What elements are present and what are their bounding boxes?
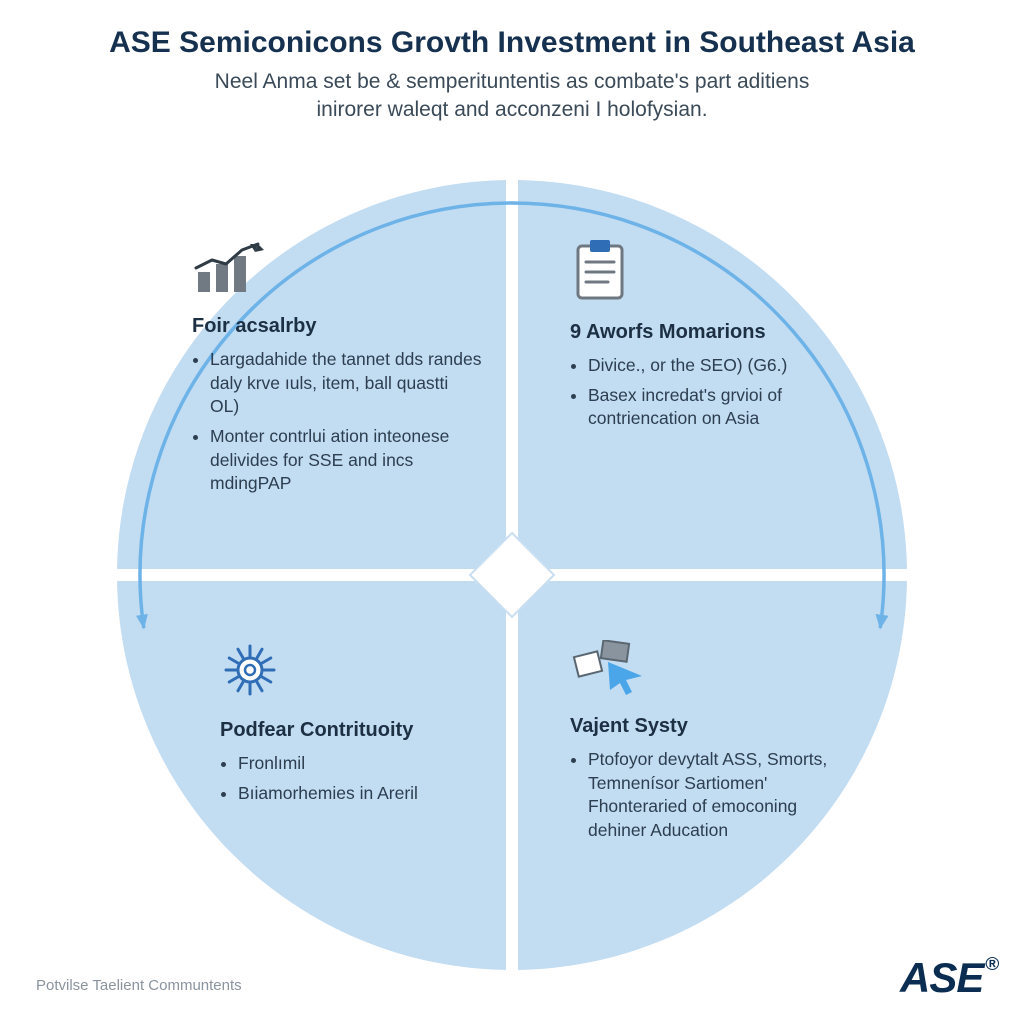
clipboard-list-icon [570,238,860,307]
footer-caption: Potvilse Taelient Communtents [36,977,242,994]
quadrant-bullets: Ptofoyor devytalt ASS, Smorts, Temneníso… [570,748,860,843]
quadrant-bullets: Largadahide the tannet dds randes daly k… [192,348,482,496]
registered-mark-icon: ® [985,954,998,975]
quadrant-heading: Vajent Systy [570,715,860,738]
bullet-item: Largadahide the tannet dds randes daly k… [210,348,482,419]
page-root: ASE Semiconicons Grovth Investment in So… [0,0,1024,1024]
quadrant-bottom-right: Vajent Systy Ptofoyor devytalt ASS, Smor… [570,640,860,849]
growth-chart-icon [192,238,482,301]
quadrant-heading: 9 Aworfs Momarions [570,321,860,344]
quadrant-bullets: Divice., or the SEO) (G6.) Basex incredat… [570,354,860,431]
cursor-shapes-icon [570,640,860,701]
quadrant-bullets: Fronlımil Bıiamorhemies in Areril [220,752,480,805]
bullet-item: Bıiamorhemies in Areril [238,782,480,806]
bullet-item: Monter contrlui ation inteonese delivide… [210,425,482,496]
bullet-item: Basex incredat's grvioi of contriencatio… [588,384,860,431]
circle-background-svg [0,0,1024,1024]
bullet-item: Ptofoyor devytalt ASS, Smorts, Temneníso… [588,748,860,843]
bullet-item: Fronlımil [238,752,480,776]
quadrant-bottom-left: Podfear Contrituoity Fronlımil Bıiamorhem… [220,640,480,811]
quadrant-top-left: Foir acsalrby Largadahide the tannet dds… [192,238,482,502]
brand-logo-text: ASE [900,954,983,1001]
quadrant-heading: Foir acsalrby [192,315,482,338]
brand-logo: ASE® [900,954,998,1002]
quadrant-top-right: 9 Aworfs Momarions Divice., or the SEO) … [570,238,860,437]
quadrant-heading: Podfear Contrituoity [220,719,480,742]
bullet-item: Divice., or the SEO) (G6.) [588,354,860,378]
sun-gear-icon [220,640,480,705]
quadrant-circle: Foir acsalrby Largadahide the tannet dds… [0,0,1024,1024]
